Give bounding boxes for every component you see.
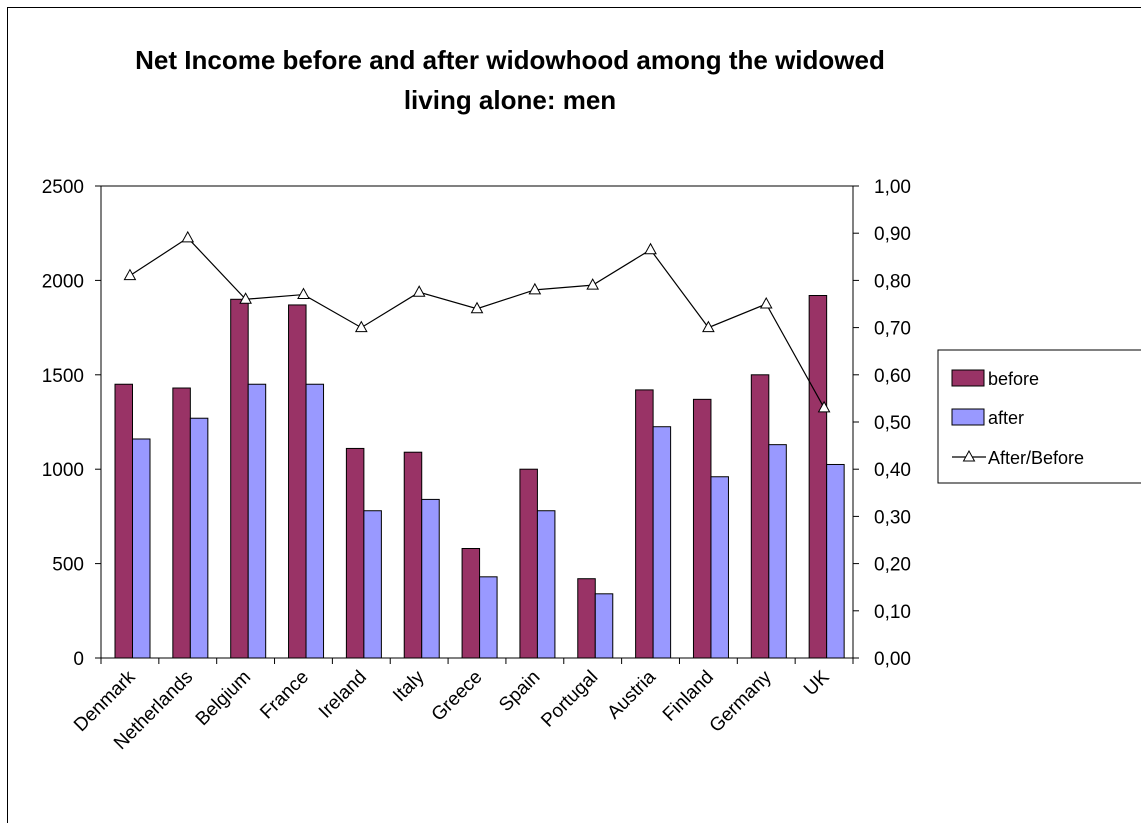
marker-italy	[412, 285, 426, 297]
category-label-germany: Germany	[706, 666, 776, 736]
category-label-spain: Spain	[495, 667, 544, 716]
bar-before-netherlands	[172, 387, 191, 659]
bar-after-portugal	[594, 593, 614, 659]
marker-germany	[759, 296, 773, 309]
bar-before-finland	[692, 398, 712, 659]
bar-after-finland	[710, 476, 729, 659]
category-label-uk: UK	[800, 666, 834, 700]
legend-marker	[962, 449, 976, 462]
category-label-italy: Italy	[389, 666, 429, 706]
right-tick-label: 0,10	[874, 602, 911, 623]
right-tick-label: 0,30	[874, 507, 911, 528]
right-tick-label: 0,50	[874, 413, 911, 434]
bar-before-france	[288, 304, 307, 659]
bar-before-austria	[635, 389, 654, 659]
marker-netherlands	[181, 230, 195, 243]
category-label-portugal: Portugal	[537, 667, 602, 732]
marker-denmark	[123, 268, 137, 281]
left-tick-label: 500	[52, 555, 84, 576]
category-label-austria: Austria	[603, 666, 660, 723]
marker-ireland	[354, 320, 368, 333]
marker-france	[297, 287, 310, 300]
left-tick-label: 1000	[42, 460, 84, 481]
bar-after-germany	[768, 444, 787, 659]
right-tick-label: 0,20	[874, 555, 911, 576]
chart-title-line-1: Net Income before and after widowhood am…	[135, 45, 885, 75]
bar-after-ireland	[363, 510, 382, 659]
bar-before-germany	[750, 374, 770, 659]
right-tick-label: 0,00	[874, 649, 911, 670]
marker-portugal	[586, 278, 600, 290]
legend-swatch-after	[951, 408, 985, 426]
bar-after-austria	[652, 426, 672, 659]
right-tick-label: 1,00	[874, 177, 911, 198]
marker-uk	[817, 400, 831, 413]
marker-belgium	[239, 292, 252, 304]
legend-label-before: before	[988, 369, 1039, 389]
marker-austria	[644, 242, 657, 255]
right-tick-label: 0,40	[874, 460, 911, 481]
bar-after-spain	[536, 510, 556, 659]
bar-before-spain	[519, 468, 538, 659]
chart-title: Net Income before and after widowhood am…	[80, 40, 940, 120]
right-tick-label: 0,60	[874, 366, 911, 387]
category-label-france: France	[256, 667, 313, 724]
left-tick-label: 2500	[42, 177, 84, 198]
bar-after-greece	[479, 576, 498, 659]
right-tick-label: 0,80	[874, 271, 911, 292]
marker-finland	[702, 320, 715, 333]
bar-after-netherlands	[189, 417, 209, 659]
left-tick-label: 1500	[42, 366, 84, 387]
chart-title-line-2: living alone: men	[403, 85, 617, 115]
ratio-line	[123, 230, 831, 413]
bar-after-france	[305, 383, 325, 659]
bar-before-ireland	[345, 447, 365, 659]
bar-before-uk	[808, 295, 828, 659]
bars	[114, 295, 845, 659]
category-label-ireland: Ireland	[315, 667, 371, 723]
bar-after-italy	[421, 498, 440, 659]
bar-after-belgium	[247, 383, 267, 659]
bar-after-denmark	[132, 438, 151, 659]
legend-swatch-before	[951, 369, 985, 387]
legend: before after After/Before	[937, 349, 1141, 484]
marker-spain	[528, 282, 542, 295]
right-tick-label: 0,70	[874, 319, 911, 340]
bar-before-denmark	[114, 383, 133, 659]
category-label-belgium: Belgium	[192, 667, 255, 730]
bar-before-italy	[403, 451, 423, 659]
category-label-finland: Finland	[659, 667, 718, 726]
bar-before-greece	[461, 547, 481, 659]
left-tick-label: 2000	[42, 271, 84, 292]
right-tick-label: 0,90	[874, 224, 911, 245]
bar-after-uk	[826, 463, 845, 659]
bar-before-belgium	[230, 298, 249, 659]
legend-label-after-before: After/Before	[988, 448, 1084, 468]
bar-before-portugal	[577, 578, 596, 659]
category-label-greece: Greece	[428, 667, 487, 726]
marker-greece	[470, 301, 484, 314]
legend-label-after: after	[988, 408, 1024, 428]
left-tick-label: 0	[73, 649, 84, 670]
